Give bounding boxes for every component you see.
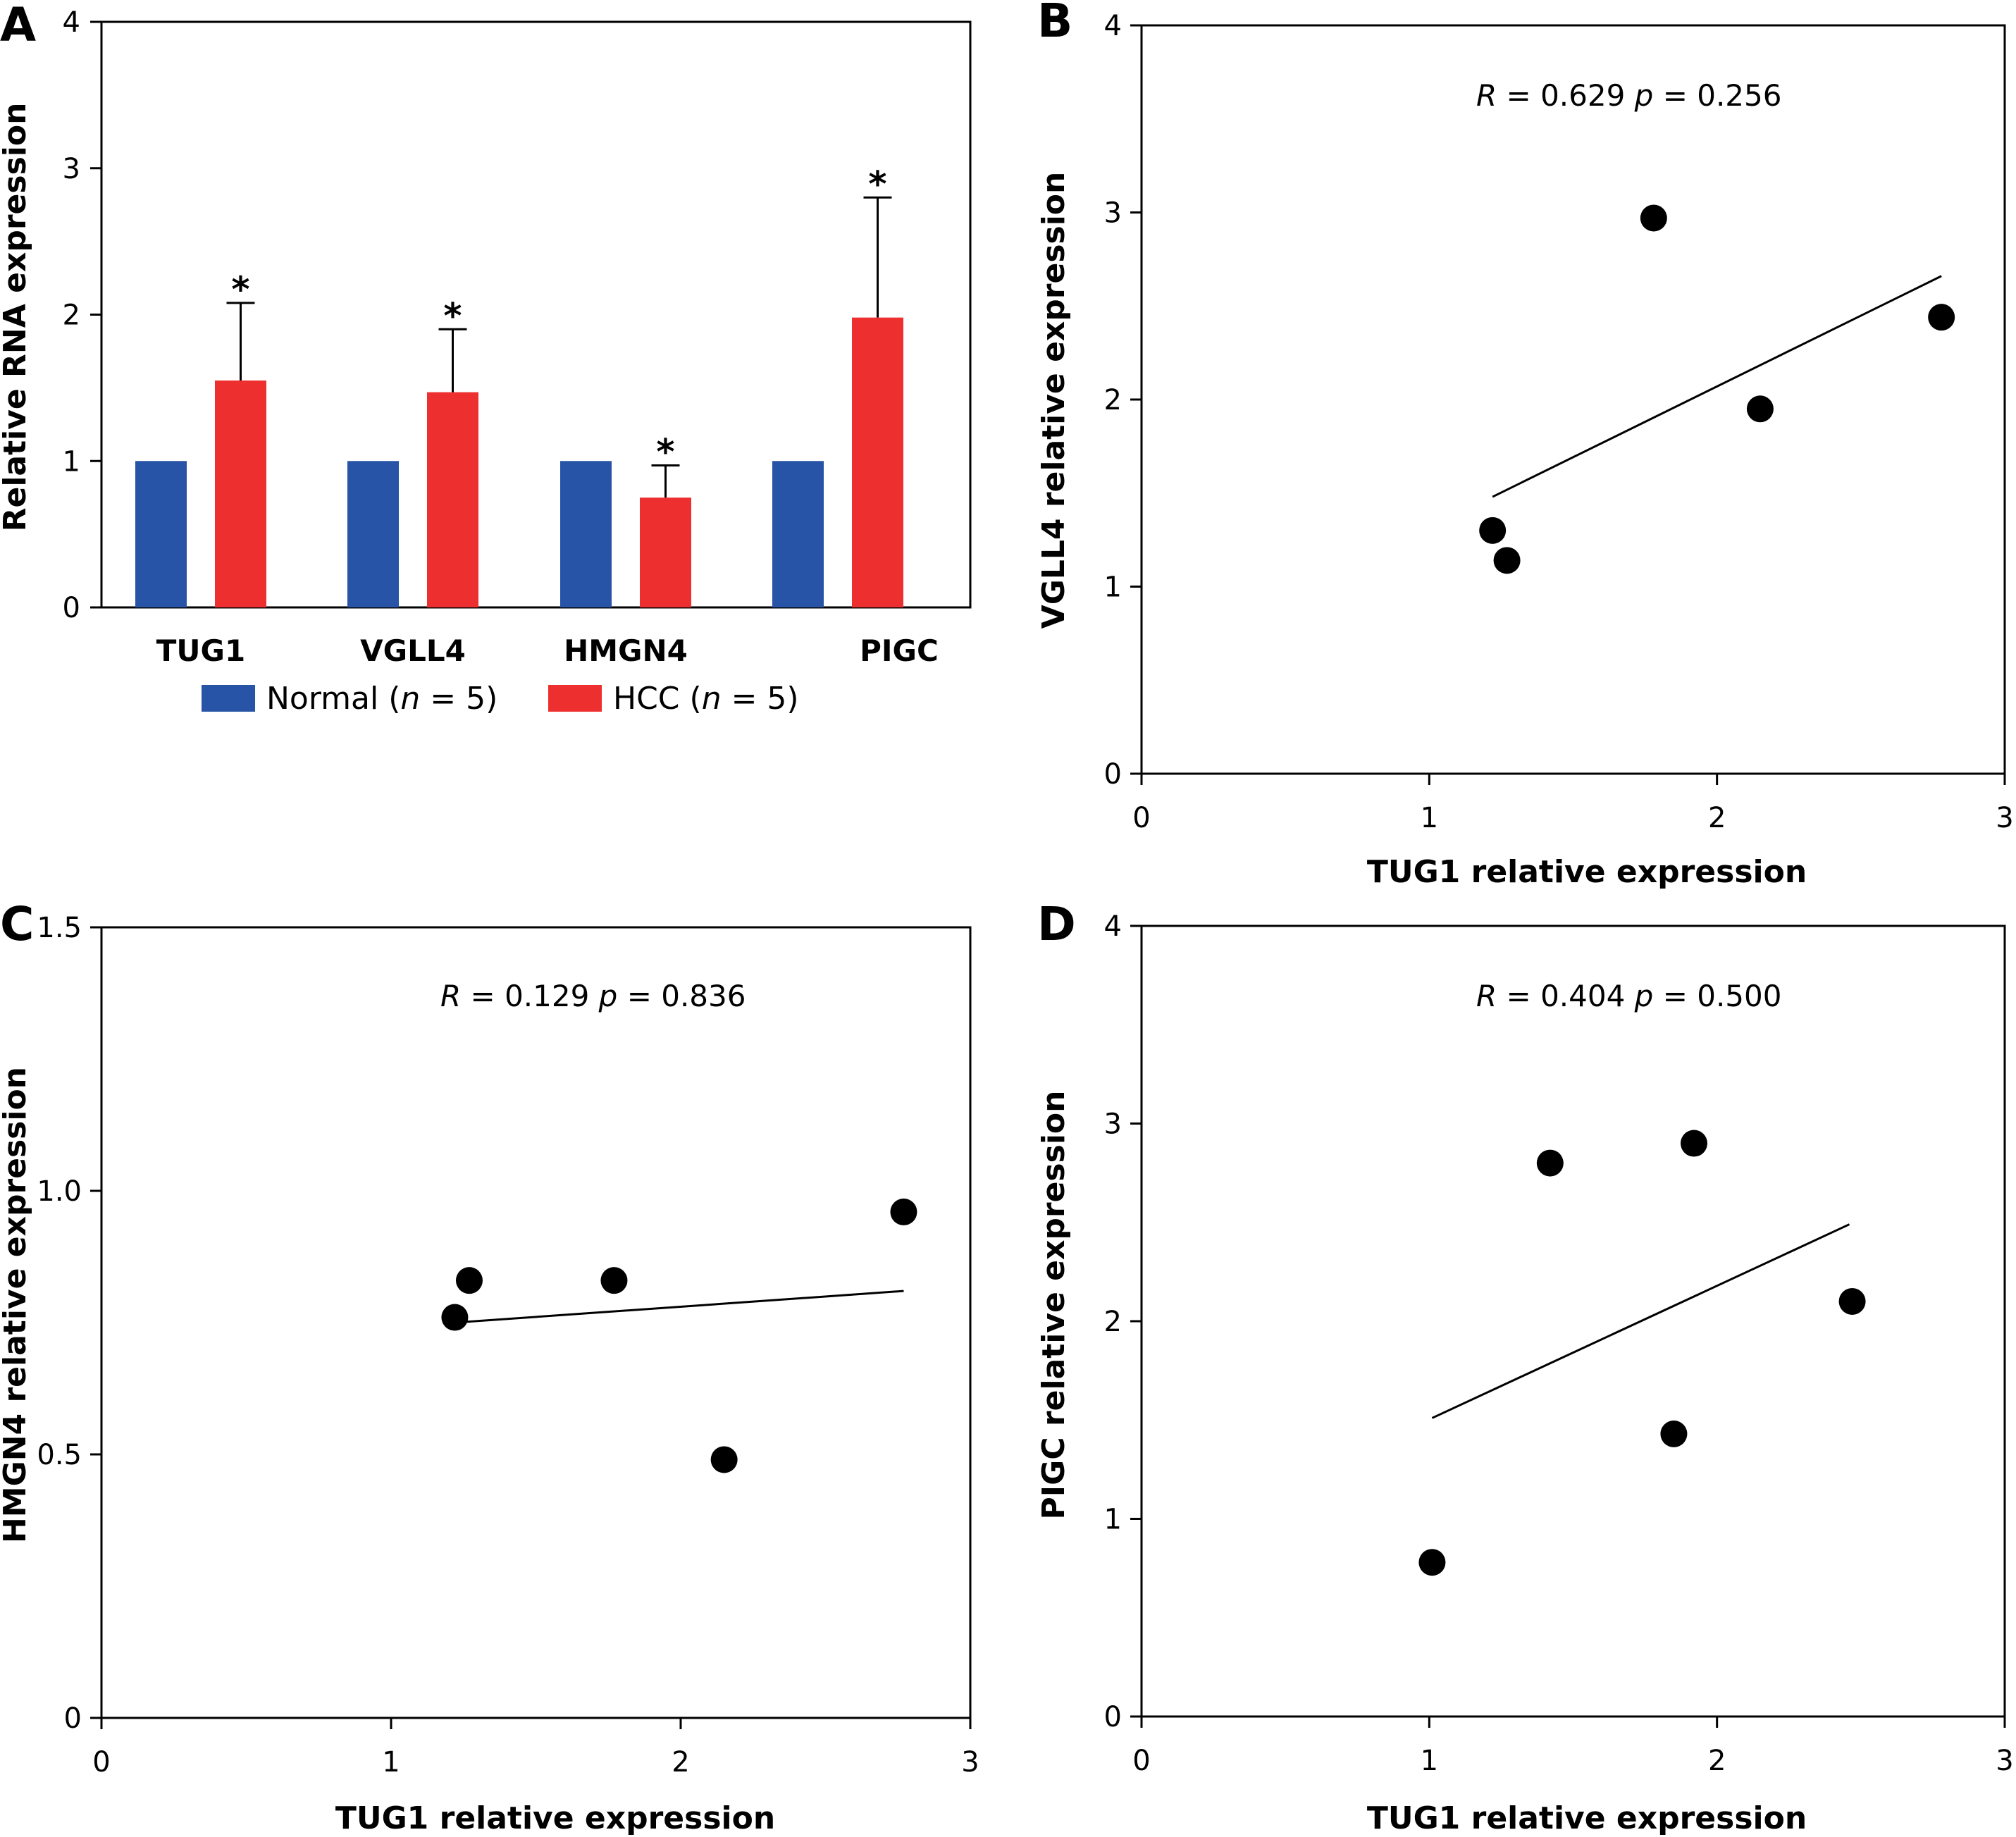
- scatter-panel-b: R = 0.629 p = 0.256 TUG1 relative expres…: [1036, 10, 2014, 890]
- legend-swatch-normal: [202, 685, 255, 712]
- panel-a-significance-marker: *: [656, 431, 674, 472]
- panel-c-data-point: [600, 1267, 628, 1294]
- panel-c-data-point: [710, 1446, 738, 1473]
- panel-d-x-tick-label: 0: [1132, 1745, 1150, 1777]
- panel-c-x-tick-label: 0: [92, 1746, 110, 1779]
- panel-letter-d: D: [1037, 897, 1076, 951]
- panel-c-y-axis-label: HMGN4 relative expression: [0, 1067, 33, 1543]
- bar-chart-panel-a: Relative RNA expression 0 1 2 3 4 * TUG1 * VGLL4…: [0, 6, 972, 668]
- panel-b-data-point: [1746, 395, 1774, 423]
- panel-c-x-tick-label: 1: [382, 1746, 400, 1779]
- panel-b-data-point: [1493, 547, 1521, 574]
- panel-a-y-tick-label: 2: [63, 299, 80, 332]
- panel-b-x-axis-label: TUG1 relative expression: [1367, 854, 1807, 890]
- panel-c-data-point: [441, 1304, 469, 1331]
- panel-a-category-label: VGLL4: [360, 633, 466, 668]
- scatter-panel-d: R = 0.404 p = 0.500 TUG1 relative expres…: [1036, 910, 2014, 1836]
- panel-d-y-tick-label: 2: [1104, 1306, 1122, 1338]
- panel-a-significance-marker: *: [868, 163, 886, 204]
- panel-b-plot-frame: [1140, 24, 2006, 775]
- panel-c-y-tick-label: 0.5: [37, 1439, 82, 1471]
- panel-d-data-point: [1536, 1149, 1564, 1177]
- panel-c-regression-line: [454, 1289, 904, 1324]
- panel-a-bar-normal: [347, 461, 399, 607]
- panel-b-data-point: [1640, 204, 1667, 232]
- panel-a-significance-marker: *: [231, 269, 249, 310]
- panel-c-correlation-stat: R = 0.129 p = 0.836: [440, 979, 746, 1013]
- panel-d-plot-frame: [1140, 924, 2006, 1718]
- panel-letter-b: B: [1037, 0, 1072, 48]
- panel-letter-a: A: [0, 0, 36, 52]
- panel-a-significance-marker: *: [443, 295, 462, 336]
- panel-c-data-point: [455, 1267, 483, 1294]
- panel-a-bar-hcc: [852, 317, 903, 607]
- panel-b-y-tick-label: 2: [1104, 384, 1122, 416]
- panel-a-y-tick-label: 3: [63, 153, 80, 185]
- panel-c-y-tick-label: 1.0: [37, 1175, 82, 1208]
- panel-b-y-tick-label: 3: [1104, 197, 1122, 230]
- panel-a-bar-hcc: [215, 380, 266, 607]
- panel-a-bar-normal: [772, 461, 824, 607]
- scatter-panel-c: R = 0.129 p = 0.836 TUG1 relative expres…: [0, 912, 979, 1836]
- panel-d-data-point: [1660, 1420, 1688, 1447]
- panel-b-y-tick-label: 1: [1104, 571, 1122, 604]
- panel-b-x-tick-label: 3: [1996, 802, 2013, 834]
- panel-b-y-tick-label: 4: [1104, 10, 1122, 42]
- panel-b-data-point: [1479, 517, 1507, 544]
- panel-b-data-point: [1928, 304, 1955, 331]
- panel-c-data-point: [890, 1198, 917, 1225]
- panel-b-x-tick-label: 2: [1708, 802, 1726, 834]
- panel-d-data-point: [1681, 1130, 1707, 1157]
- panel-a-category-label: PIGC: [860, 633, 939, 668]
- panel-d-y-tick-label: 3: [1104, 1108, 1122, 1141]
- panel-a-category-label: TUG1: [156, 633, 245, 668]
- panel-c-y-tick-label: 0: [64, 1702, 82, 1735]
- panel-b-correlation-stat: R = 0.629 p = 0.256: [1476, 78, 1781, 113]
- panel-d-y-tick-label: 1: [1104, 1504, 1122, 1536]
- panel-a-bar-hcc: [640, 497, 691, 607]
- legend-label-hcc: HCC (n = 5): [613, 681, 799, 717]
- legend: Normal (n = 5) HCC (n = 5): [202, 681, 799, 717]
- panel-b-y-tick-label: 0: [1104, 758, 1122, 791]
- panel-d-regression-line: [1431, 1223, 1850, 1419]
- panel-c-x-tick-label: 2: [672, 1746, 689, 1779]
- panel-a-bar-normal: [135, 461, 187, 607]
- panel-letter-c: C: [0, 897, 34, 951]
- panel-c-y-tick-label: 1.5: [37, 912, 82, 944]
- panel-d-y-tick-label: 4: [1104, 910, 1122, 943]
- legend-label-normal: Normal (n = 5): [266, 681, 497, 717]
- panel-a-y-tick-label: 1: [63, 445, 80, 478]
- panel-c-x-tick-label: 3: [961, 1746, 979, 1779]
- panel-d-data-point: [1418, 1549, 1446, 1576]
- legend-swatch-hcc: [548, 685, 602, 712]
- panel-b-y-axis-label: VGLL4 relative expression: [1036, 172, 1072, 629]
- panel-d-x-tick-label: 2: [1708, 1745, 1726, 1777]
- panel-a-y-axis-label: Relative RNA expression: [0, 103, 33, 532]
- panel-a-y-tick-label: 4: [63, 6, 80, 39]
- panel-b-regression-line: [1492, 275, 1942, 498]
- panel-d-correlation-stat: R = 0.404 p = 0.500: [1476, 979, 1781, 1013]
- panel-c-plot-frame: [100, 926, 972, 1719]
- panel-d-x-axis-label: TUG1 relative expression: [1367, 1800, 1807, 1836]
- panel-d-y-axis-label: PIGC relative expression: [1036, 1091, 1072, 1520]
- panel-a-y-tick-label: 0: [63, 592, 80, 624]
- panel-a-bar-hcc: [427, 392, 478, 607]
- panel-c-x-axis-label: TUG1 relative expression: [335, 1800, 775, 1836]
- panel-a-bar-normal: [560, 461, 612, 607]
- panel-b-x-tick-label: 1: [1421, 802, 1438, 834]
- panel-d-y-tick-label: 0: [1104, 1701, 1122, 1733]
- panel-d-x-tick-label: 1: [1421, 1745, 1438, 1777]
- panel-a-category-label: HMGN4: [564, 633, 688, 668]
- panel-d-data-point: [1838, 1287, 1866, 1315]
- panel-b-x-tick-label: 0: [1132, 802, 1150, 834]
- panel-d-x-tick-label: 3: [1996, 1745, 2013, 1777]
